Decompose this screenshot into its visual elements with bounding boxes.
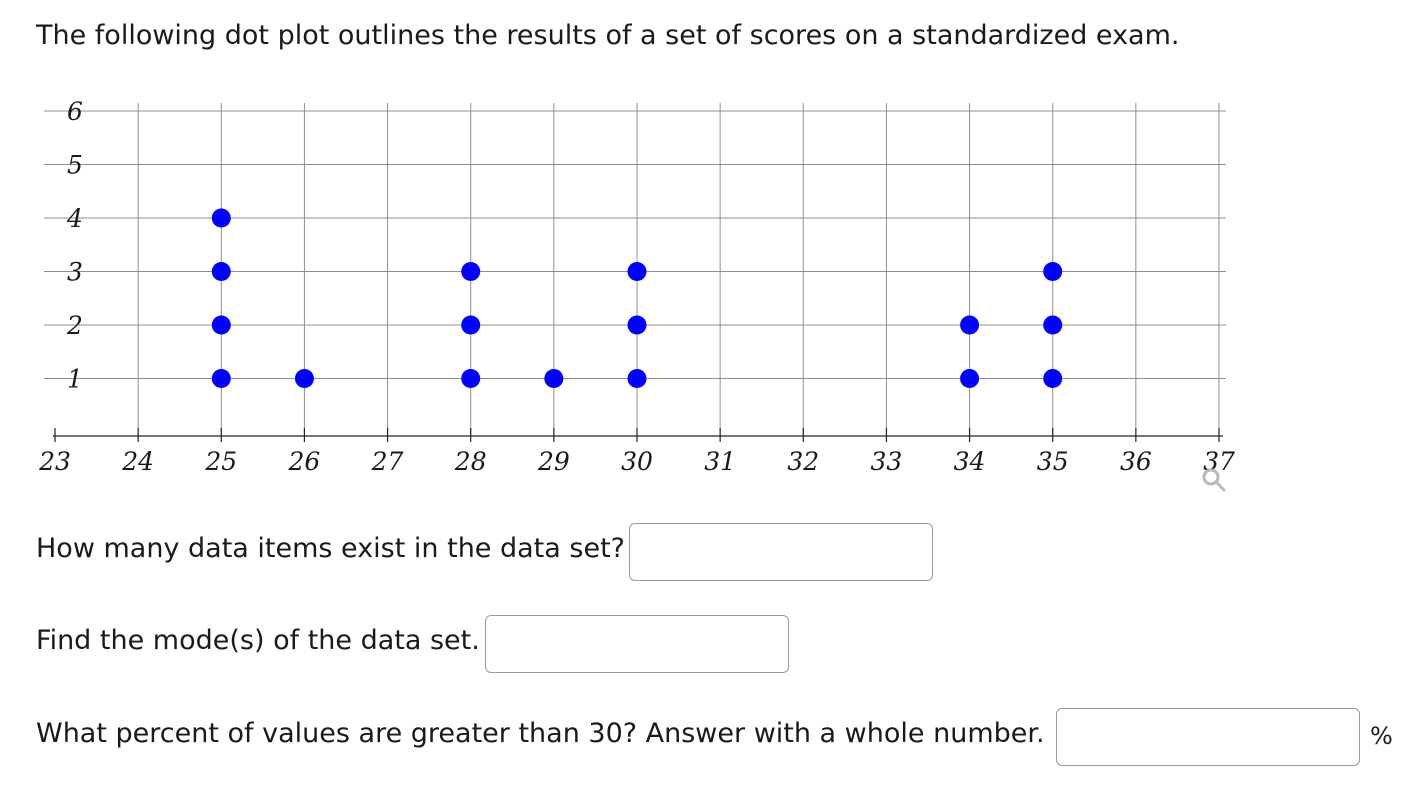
y-axis-labels: 1 2 3 4 5 6: [66, 97, 83, 394]
dot-30-2: [627, 315, 647, 335]
y-tick-label-1: 1: [67, 365, 83, 394]
percent-unit: %: [1370, 722, 1393, 750]
dot-28-1: [461, 369, 481, 388]
dot-28-3: [461, 262, 481, 281]
x-tick-label-25: 25: [204, 447, 237, 476]
dot-25-2: [211, 315, 231, 335]
dot-25-4: [211, 208, 231, 228]
x-tick-label-36: 36: [1120, 447, 1152, 476]
y-tick-label-4: 4: [66, 204, 83, 233]
magnifier-icon[interactable]: [1202, 468, 1226, 492]
dot-35-2: [1043, 315, 1063, 335]
x-tick-label-26: 26: [288, 447, 321, 476]
dot-28-2: [461, 315, 481, 335]
x-axis: [53, 428, 1223, 442]
x-tick-label-35: 35: [1037, 447, 1069, 476]
x-tick-label-24: 24: [121, 447, 154, 476]
x-tick-label-28: 28: [454, 447, 487, 476]
dot-34-1: [960, 369, 980, 388]
y-tick-label-6: 6: [67, 97, 83, 126]
y-tick-label-5: 5: [67, 151, 83, 180]
x-axis-labels: 23 24 25 26 27 28 29 30 31 32 33 34 35 36 37: [38, 447, 1235, 476]
x-tick-label-29: 29: [537, 447, 570, 476]
dot-30-3: [627, 262, 647, 281]
y-tick-label-2: 2: [66, 311, 83, 340]
x-tick-label-31: 31: [704, 447, 736, 476]
question-percent-label: What percent of values are greater than …: [36, 718, 1045, 749]
dot-34-2: [960, 315, 980, 335]
count-answer-input[interactable]: [629, 523, 933, 581]
question-intro: The following dot plot outlines the resu…: [36, 20, 1180, 51]
x-tick-label-34: 34: [954, 447, 986, 476]
x-tick-label-32: 32: [787, 447, 819, 476]
question-count-label: How many data items exist in the data se…: [36, 533, 625, 564]
x-tick-label-33: 33: [871, 447, 903, 476]
x-tick-label-30: 30: [621, 447, 653, 476]
y-tick-label-3: 3: [67, 258, 83, 287]
dot-29-1: [544, 369, 564, 388]
x-tick-label-27: 27: [371, 447, 404, 476]
dot-30-1: [627, 369, 647, 388]
dots: [211, 208, 1063, 388]
question-mode-label: Find the mode(s) of the data set.: [36, 625, 480, 656]
dot-35-1: [1043, 369, 1063, 388]
percent-answer-input[interactable]: [1056, 708, 1360, 766]
dot-25-3: [211, 262, 231, 281]
dot-25-1: [211, 369, 231, 388]
dot-26-1: [294, 369, 314, 388]
dot-35-3: [1043, 262, 1063, 281]
x-tick-label-23: 23: [38, 447, 71, 476]
mode-answer-input[interactable]: [485, 615, 789, 673]
